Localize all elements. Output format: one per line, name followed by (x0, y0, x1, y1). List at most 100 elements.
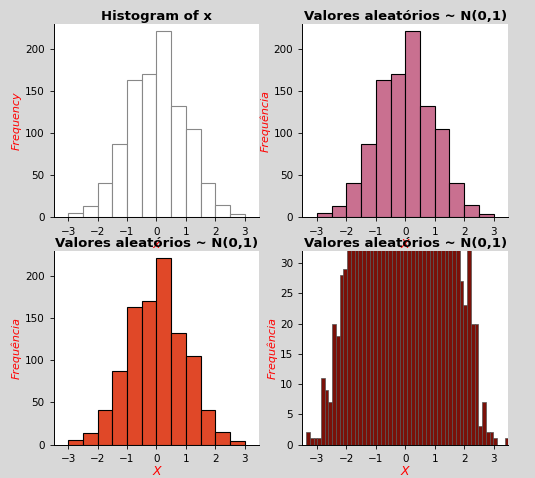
Bar (142, 75, 156, 217)
Bar (186, 356, 201, 445)
Bar (505, 438, 508, 445)
Bar (321, 378, 325, 445)
Bar (171, 106, 186, 217)
Bar (215, 205, 230, 217)
Bar (420, 106, 434, 217)
Bar (351, 33, 355, 445)
Bar (83, 433, 97, 445)
Bar (391, 75, 406, 217)
Bar (471, 324, 475, 445)
Bar (83, 206, 97, 217)
Bar (463, 305, 467, 445)
Title: Valores aleatórios ~ N(0,1): Valores aleatórios ~ N(0,1) (304, 237, 507, 250)
Bar (452, 87, 456, 445)
Y-axis label: Frequência: Frequência (260, 90, 271, 152)
Bar (306, 433, 310, 445)
Bar (430, 0, 433, 445)
Bar (478, 426, 482, 445)
X-axis label: x: x (153, 238, 160, 251)
Bar (68, 440, 83, 445)
Bar (415, 0, 418, 445)
Bar (448, 100, 452, 445)
Bar (403, 0, 407, 445)
Bar (373, 0, 377, 445)
Bar (441, 0, 445, 445)
Bar (201, 183, 215, 217)
Bar (456, 130, 460, 445)
Bar (377, 0, 381, 445)
Bar (317, 438, 321, 445)
Title: Histogram of x: Histogram of x (101, 10, 212, 23)
Bar (426, 0, 430, 445)
Bar (385, 0, 388, 445)
Bar (434, 129, 449, 217)
Bar (310, 438, 314, 445)
Bar (479, 214, 493, 217)
Bar (376, 80, 391, 217)
Bar (201, 410, 215, 445)
Title: Valores aleatórios ~ N(0,1): Valores aleatórios ~ N(0,1) (55, 237, 258, 250)
Bar (362, 0, 366, 445)
X-axis label: X: X (152, 465, 161, 478)
Bar (142, 302, 156, 445)
Bar (171, 333, 186, 445)
Bar (230, 441, 244, 445)
Bar (317, 213, 332, 217)
Bar (418, 0, 422, 445)
Bar (392, 0, 396, 445)
Bar (422, 0, 426, 445)
Bar (127, 307, 142, 445)
Bar (332, 206, 347, 217)
Bar (460, 281, 463, 445)
X-axis label: X: X (401, 238, 410, 251)
Bar (381, 0, 385, 445)
Bar (347, 183, 361, 217)
Bar (396, 0, 400, 445)
Bar (407, 0, 411, 445)
Bar (325, 390, 328, 445)
Bar (328, 402, 332, 445)
Bar (493, 438, 497, 445)
Bar (449, 183, 464, 217)
Bar (433, 0, 437, 445)
Y-axis label: Frequency: Frequency (12, 91, 22, 150)
Bar (467, 239, 471, 445)
Bar (343, 269, 347, 445)
Bar (156, 258, 171, 445)
Bar (347, 178, 351, 445)
Bar (127, 80, 142, 217)
Bar (411, 0, 415, 445)
Bar (486, 433, 490, 445)
Bar (388, 0, 392, 445)
Bar (340, 275, 343, 445)
Title: Valores aleatórios ~ N(0,1): Valores aleatórios ~ N(0,1) (304, 10, 507, 23)
Bar (186, 129, 201, 217)
Bar (112, 371, 127, 445)
Bar (370, 0, 373, 445)
Bar (490, 433, 493, 445)
Bar (406, 31, 420, 217)
Bar (97, 410, 112, 445)
Bar (215, 432, 230, 445)
Bar (366, 0, 370, 445)
Bar (361, 144, 376, 217)
Bar (437, 0, 441, 445)
Bar (336, 336, 340, 445)
Bar (314, 438, 317, 445)
X-axis label: X: X (401, 465, 410, 478)
Bar (156, 31, 171, 217)
Bar (358, 39, 362, 445)
Bar (332, 324, 336, 445)
Bar (475, 324, 478, 445)
Bar (400, 0, 403, 445)
Bar (68, 213, 83, 217)
Bar (112, 144, 127, 217)
Y-axis label: Frequência: Frequência (11, 317, 22, 379)
Bar (355, 39, 358, 445)
Bar (97, 183, 112, 217)
Y-axis label: Frequência: Frequência (267, 317, 277, 379)
Bar (445, 0, 448, 445)
Bar (464, 205, 479, 217)
Bar (482, 402, 486, 445)
Bar (230, 214, 244, 217)
